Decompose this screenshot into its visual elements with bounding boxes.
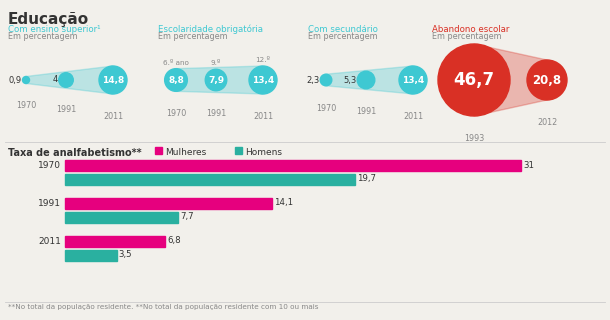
Text: Com secundário: Com secundário (308, 25, 378, 34)
Polygon shape (474, 44, 547, 116)
Polygon shape (26, 66, 113, 94)
Text: Em percentagem: Em percentagem (308, 32, 378, 41)
Text: 5,3: 5,3 (343, 76, 356, 84)
Text: 14,8: 14,8 (102, 76, 124, 84)
Text: Abandono escolar: Abandono escolar (432, 25, 509, 34)
Text: 3,5: 3,5 (118, 251, 132, 260)
Circle shape (320, 74, 332, 86)
Circle shape (205, 69, 227, 91)
Circle shape (527, 60, 567, 100)
Text: 1993: 1993 (464, 134, 484, 143)
Text: 1991: 1991 (56, 105, 76, 114)
Text: Educação: Educação (8, 12, 89, 27)
Circle shape (357, 71, 375, 89)
Text: 19,7: 19,7 (357, 174, 376, 183)
Text: 12.º: 12.º (256, 57, 270, 63)
Circle shape (438, 44, 510, 116)
Text: 2011: 2011 (403, 112, 423, 121)
Text: 2,3: 2,3 (306, 76, 319, 84)
Text: Escolaridade obrigatória: Escolaridade obrigatória (158, 25, 263, 35)
Text: 7,9: 7,9 (208, 76, 224, 84)
Bar (235, 147, 242, 154)
Text: 4: 4 (52, 76, 58, 84)
Circle shape (23, 76, 29, 84)
Text: 1970: 1970 (166, 109, 186, 118)
Text: Em percentagem: Em percentagem (158, 32, 228, 41)
Text: 2011: 2011 (103, 112, 123, 121)
Bar (65, 197, 273, 209)
Text: 46,7: 46,7 (453, 71, 495, 89)
Text: 1991: 1991 (206, 109, 226, 118)
Text: 7,7: 7,7 (181, 212, 194, 221)
Text: 1970: 1970 (16, 101, 36, 110)
Text: 1970: 1970 (316, 104, 336, 113)
Text: 13,4: 13,4 (402, 76, 424, 84)
Text: **No total da população residente. **No total da população residente com 10 ou m: **No total da população residente. **No … (8, 304, 318, 310)
Text: Em percentagem: Em percentagem (432, 32, 501, 41)
Text: 1991: 1991 (38, 198, 61, 207)
Text: Homens: Homens (245, 148, 282, 157)
Circle shape (399, 66, 427, 94)
Text: 0,9: 0,9 (9, 76, 21, 84)
Text: 1991: 1991 (356, 107, 376, 116)
Text: Em percentagem: Em percentagem (8, 32, 77, 41)
Text: 13,4: 13,4 (252, 76, 274, 84)
Bar (65, 250, 117, 260)
Bar (65, 236, 165, 246)
Text: 14,1: 14,1 (274, 198, 293, 207)
Text: Taxa de analfabetismo**: Taxa de analfabetismo** (8, 148, 142, 158)
Bar (155, 147, 162, 154)
Text: 9.º: 9.º (211, 60, 221, 66)
Polygon shape (326, 66, 413, 94)
Text: 2012: 2012 (537, 118, 557, 127)
Bar (65, 173, 355, 185)
Text: 8,8: 8,8 (168, 76, 184, 84)
Circle shape (249, 66, 277, 94)
Text: 1970: 1970 (38, 161, 61, 170)
Circle shape (99, 66, 127, 94)
Text: 20,8: 20,8 (533, 74, 562, 86)
Polygon shape (176, 66, 263, 94)
Text: 2011: 2011 (38, 236, 61, 245)
Text: 2011: 2011 (253, 112, 273, 121)
Text: Com ensino superior¹: Com ensino superior¹ (8, 25, 101, 34)
Text: 6.º ano: 6.º ano (163, 60, 189, 66)
Bar (65, 159, 521, 171)
Text: 6,8: 6,8 (167, 236, 181, 245)
Circle shape (165, 69, 187, 91)
Bar (65, 212, 178, 222)
Text: Mulheres: Mulheres (165, 148, 206, 157)
Circle shape (59, 73, 73, 87)
Text: 31: 31 (523, 161, 534, 170)
